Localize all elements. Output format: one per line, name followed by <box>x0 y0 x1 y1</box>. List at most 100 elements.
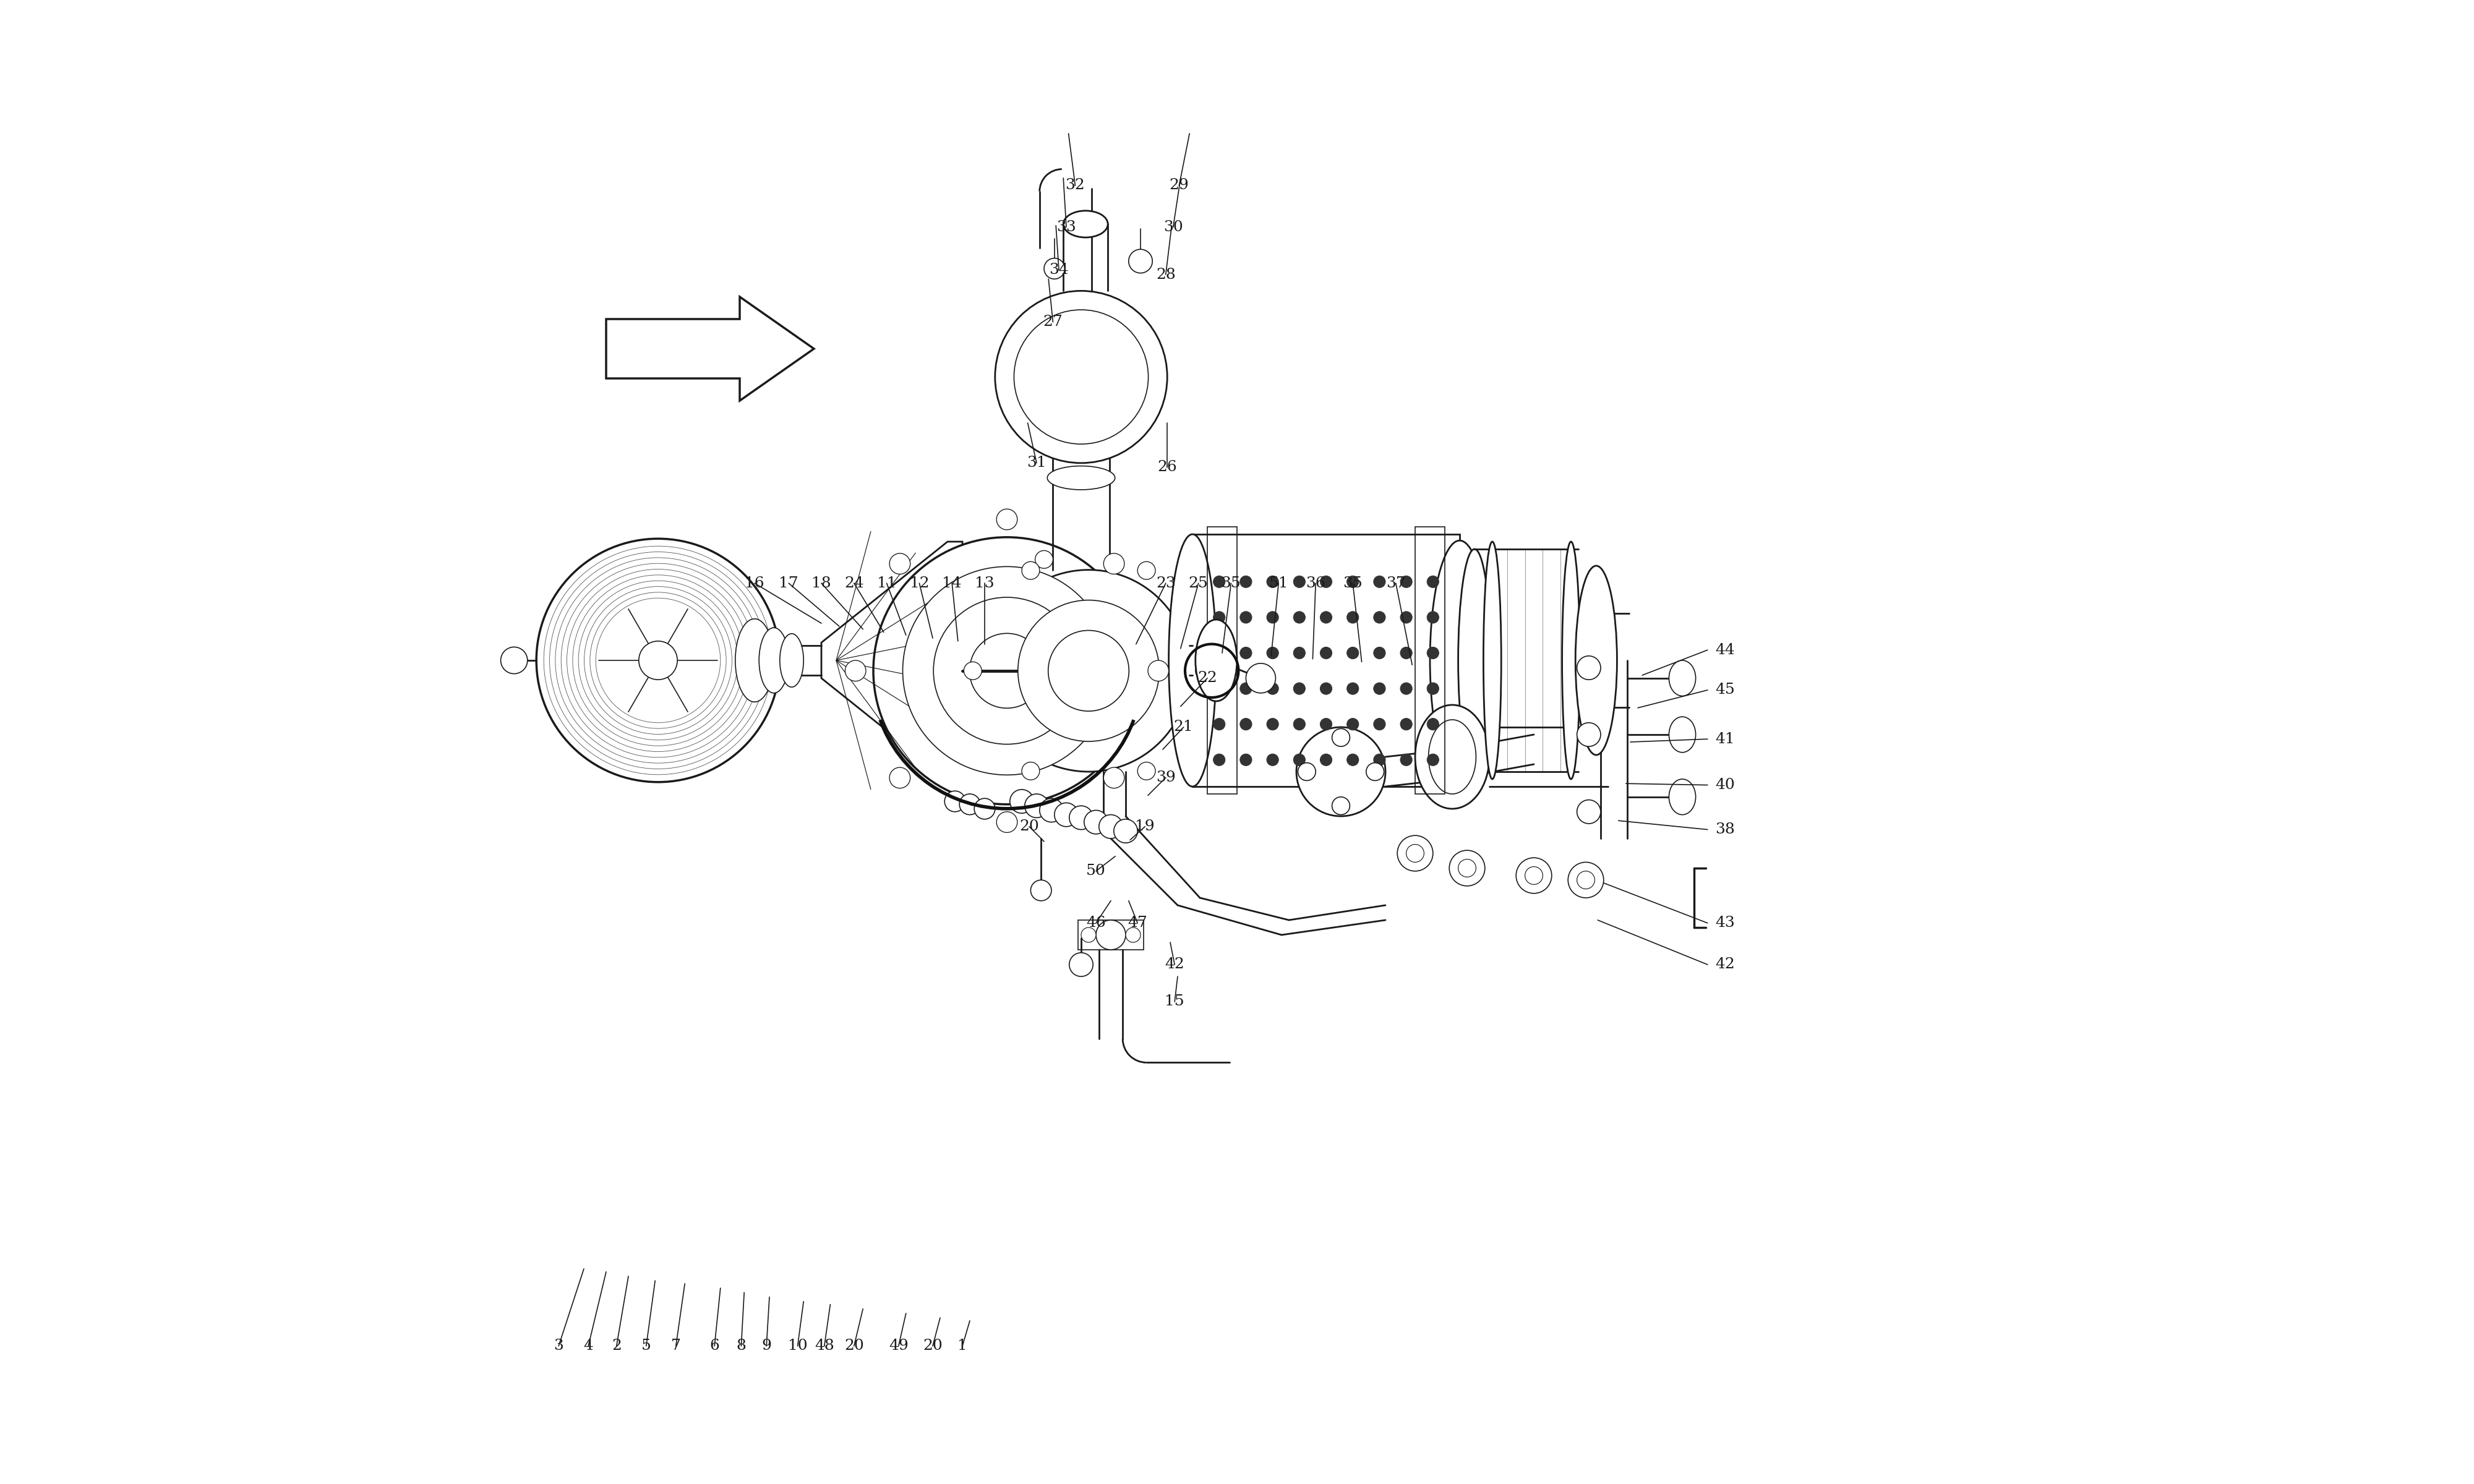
Text: 51: 51 <box>1269 576 1289 591</box>
Circle shape <box>1427 576 1440 588</box>
Text: 44: 44 <box>1714 643 1734 657</box>
Text: 27: 27 <box>1044 315 1064 329</box>
Text: 4: 4 <box>584 1339 594 1353</box>
Bar <box>1415 527 1445 794</box>
Circle shape <box>1427 754 1440 766</box>
Ellipse shape <box>1064 211 1108 237</box>
Circle shape <box>1267 754 1279 766</box>
Circle shape <box>1517 858 1551 893</box>
Circle shape <box>1267 576 1279 588</box>
Circle shape <box>1373 576 1385 588</box>
Circle shape <box>1398 835 1432 871</box>
Circle shape <box>970 634 1044 708</box>
Circle shape <box>1022 763 1039 781</box>
Ellipse shape <box>1670 779 1695 815</box>
Ellipse shape <box>1168 534 1217 787</box>
Circle shape <box>1267 611 1279 623</box>
Ellipse shape <box>1195 619 1237 700</box>
Text: 35: 35 <box>1222 576 1242 591</box>
Circle shape <box>1450 850 1484 886</box>
Text: 31: 31 <box>1027 456 1047 470</box>
Circle shape <box>1457 859 1477 877</box>
Text: 38: 38 <box>1714 822 1734 837</box>
Circle shape <box>1427 718 1440 730</box>
Text: 25: 25 <box>1188 576 1207 591</box>
Text: 40: 40 <box>1714 778 1734 792</box>
Ellipse shape <box>1670 660 1695 696</box>
Circle shape <box>1400 647 1413 659</box>
Circle shape <box>1294 647 1306 659</box>
Circle shape <box>1239 576 1252 588</box>
Polygon shape <box>1079 920 1143 950</box>
Text: 20: 20 <box>923 1339 943 1353</box>
Circle shape <box>987 570 1190 772</box>
Circle shape <box>1346 718 1358 730</box>
Text: 33: 33 <box>1056 220 1076 234</box>
Circle shape <box>1212 647 1225 659</box>
Circle shape <box>1009 789 1034 813</box>
Circle shape <box>1267 683 1279 695</box>
Ellipse shape <box>1561 542 1581 779</box>
Circle shape <box>1039 798 1064 822</box>
Text: 13: 13 <box>975 576 995 591</box>
Circle shape <box>1524 867 1544 884</box>
Text: 23: 23 <box>1155 576 1175 591</box>
Text: 20: 20 <box>1019 819 1039 834</box>
Text: 43: 43 <box>1714 916 1734 930</box>
Circle shape <box>1576 871 1596 889</box>
Circle shape <box>965 662 982 680</box>
Circle shape <box>1400 576 1413 588</box>
Circle shape <box>1294 576 1306 588</box>
Text: 5: 5 <box>641 1339 651 1353</box>
Text: 46: 46 <box>1086 916 1106 930</box>
Text: 41: 41 <box>1714 732 1734 746</box>
Circle shape <box>1373 754 1385 766</box>
Circle shape <box>1128 249 1153 273</box>
Text: 47: 47 <box>1128 916 1148 930</box>
Ellipse shape <box>1047 466 1116 490</box>
Circle shape <box>1346 683 1358 695</box>
Circle shape <box>1294 611 1306 623</box>
Text: 18: 18 <box>811 576 831 591</box>
Ellipse shape <box>1484 542 1502 779</box>
Text: 36: 36 <box>1306 576 1326 591</box>
Text: 12: 12 <box>910 576 930 591</box>
Circle shape <box>1014 310 1148 444</box>
Circle shape <box>891 554 910 574</box>
Circle shape <box>1366 763 1383 781</box>
Circle shape <box>1081 927 1096 942</box>
Ellipse shape <box>760 628 789 693</box>
Text: 49: 49 <box>888 1339 908 1353</box>
Circle shape <box>500 647 527 674</box>
Circle shape <box>1034 551 1054 568</box>
Circle shape <box>1321 647 1331 659</box>
Ellipse shape <box>779 634 804 687</box>
Circle shape <box>1024 794 1049 818</box>
Circle shape <box>1294 754 1306 766</box>
Circle shape <box>945 791 965 812</box>
Text: 42: 42 <box>1714 957 1734 972</box>
Text: 34: 34 <box>1049 263 1069 278</box>
Circle shape <box>1103 554 1123 574</box>
Circle shape <box>1239 718 1252 730</box>
Circle shape <box>1321 754 1331 766</box>
Circle shape <box>933 597 1081 743</box>
Circle shape <box>1427 647 1440 659</box>
Circle shape <box>1098 815 1123 838</box>
Circle shape <box>1247 663 1277 693</box>
Circle shape <box>1296 727 1385 816</box>
Text: 15: 15 <box>1165 994 1185 1009</box>
Circle shape <box>873 537 1141 804</box>
Circle shape <box>1212 576 1225 588</box>
Text: 21: 21 <box>1173 720 1192 735</box>
Circle shape <box>1373 718 1385 730</box>
Circle shape <box>1022 561 1039 579</box>
Text: 2: 2 <box>611 1339 621 1353</box>
Circle shape <box>1239 754 1252 766</box>
Circle shape <box>1267 718 1279 730</box>
Text: 14: 14 <box>943 576 962 591</box>
Circle shape <box>1049 631 1128 711</box>
Bar <box>1207 527 1237 794</box>
Circle shape <box>1294 683 1306 695</box>
Circle shape <box>1400 754 1413 766</box>
